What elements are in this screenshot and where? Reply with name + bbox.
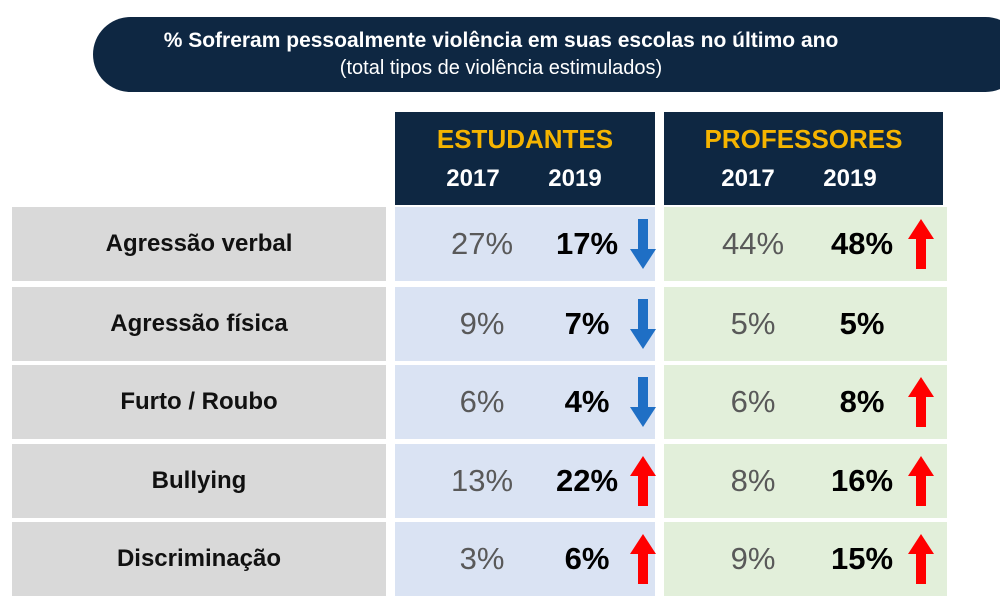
professores-cell-bg-discriminacao [664,522,947,596]
professores-2019-value-bullying: 16% [830,463,894,498]
professores-2017-value-furto-roubo: 6% [730,384,776,419]
estudantes-trend-down-arrow-icon-furto-roubo [630,377,656,432]
estudantes-2019-value-discriminacao: 6% [564,541,610,576]
row-label-bullying: Bullying [12,444,386,518]
estudantes-trend-up-arrow-icon-bullying [630,456,656,511]
professores-trend-up-arrow-icon-furto-roubo [908,377,934,432]
estudantes-trend-up-arrow-icon-discriminacao [630,534,656,589]
estudantes-2017-value-furto-roubo: 6% [459,384,505,419]
row-label-furto-roubo: Furto / Roubo [12,365,386,439]
estudantes-2017-value-bullying: 13% [450,463,514,498]
professores-cell-bg-agressao-verbal [664,207,947,281]
professores-2017-value-bullying: 8% [730,463,776,498]
group-title-professores: PROFESSORES [704,124,903,154]
professores-trend-up-arrow-icon-discriminacao [908,534,934,589]
year-header-estudantes-2017: 2017 [446,165,500,192]
estudantes-trend-down-arrow-icon-agressao-verbal [630,219,656,274]
year-header-professores-2019: 2019 [823,165,877,192]
estudantes-cell-bg-furto-roubo [395,365,655,439]
estudantes-2019-value-furto-roubo: 4% [564,384,610,419]
row-label-agressao-fisica: Agressão física [12,287,386,361]
professores-2017-value-discriminacao: 9% [730,541,776,576]
estudantes-cell-bg-bullying [395,444,655,518]
estudantes-2017-value-discriminacao: 3% [459,541,505,576]
year-header-professores-2017: 2017 [721,165,775,192]
estudantes-2017-value-agressao-fisica: 9% [459,306,505,341]
row-label-discriminacao: Discriminação [12,522,386,596]
estudantes-2019-value-bullying: 22% [555,463,619,498]
group-title-estudantes: ESTUDANTES [436,124,614,154]
chart-title: % Sofreram pessoalmente violência em sua… [163,29,839,52]
estudantes-cell-bg-discriminacao [395,522,655,596]
chart-subtitle: (total tipos de violência estimulados) [339,57,663,79]
professores-cell-bg-furto-roubo [664,365,947,439]
professores-2019-value-agressao-verbal: 48% [830,226,894,261]
group-header-estudantes: ESTUDANTES 2017 2019 [395,112,655,205]
professores-2017-value-agressao-verbal: 44% [721,226,785,261]
estudantes-2019-value-agressao-fisica: 7% [564,306,610,341]
estudantes-cell-bg-agressao-fisica [395,287,655,361]
group-header-professores: PROFESSORES 2017 2019 [664,112,943,205]
estudantes-2019-value-agressao-verbal: 17% [555,226,619,261]
professores-trend-up-arrow-icon-bullying [908,456,934,511]
title-banner: % Sofreram pessoalmente violência em sua… [93,17,1000,92]
estudantes-2017-value-agressao-verbal: 27% [450,226,514,261]
year-header-estudantes-2019: 2019 [548,165,602,192]
professores-2019-value-agressao-fisica: 5% [839,306,885,341]
professores-2019-value-discriminacao: 15% [830,541,894,576]
estudantes-trend-down-arrow-icon-agressao-fisica [630,299,656,354]
row-label-agressao-verbal: Agressão verbal [12,207,386,281]
professores-cell-bg-agressao-fisica [664,287,947,361]
professores-2019-value-furto-roubo: 8% [839,384,885,419]
professores-cell-bg-bullying [664,444,947,518]
professores-trend-up-arrow-icon-agressao-verbal [908,219,934,274]
professores-2017-value-agressao-fisica: 5% [730,306,776,341]
estudantes-cell-bg-agressao-verbal [395,207,655,281]
